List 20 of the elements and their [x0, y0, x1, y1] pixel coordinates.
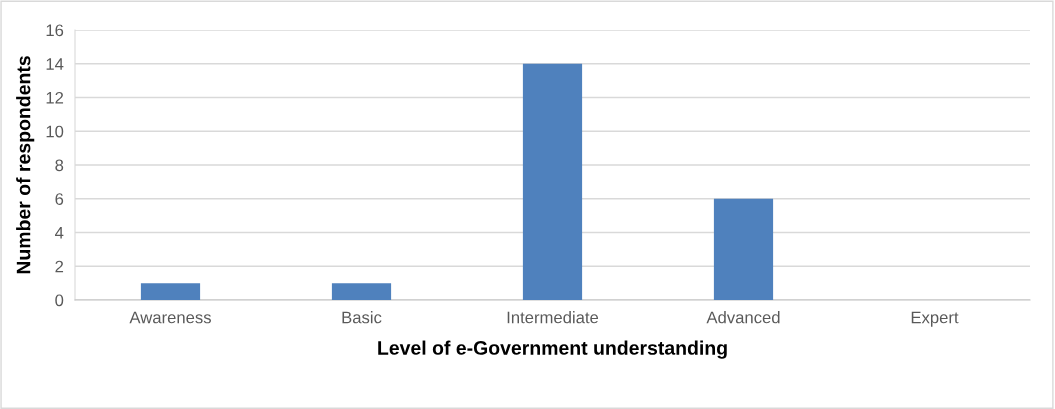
y-tick-label: 4: [55, 227, 64, 239]
bar: [140, 283, 201, 300]
y-tick-label: 16: [46, 24, 64, 37]
y-tick-label: 6: [55, 193, 64, 205]
x-tick-label: Basic: [342, 311, 382, 324]
y-tick-label: 0: [55, 294, 64, 307]
x-tick-label: Intermediate: [507, 311, 599, 324]
bar: [522, 63, 583, 300]
x-axis-title: Level of e-Government understanding: [378, 340, 727, 359]
y-tick-label: 12: [46, 91, 64, 104]
y-tick-label: 14: [46, 58, 64, 70]
y-axis-title: Number of respondents: [16, 56, 35, 274]
y-tick-label: 2: [55, 260, 64, 273]
x-tick-label: Awareness: [129, 311, 211, 324]
y-tick-label: 10: [46, 125, 64, 138]
x-tick-label: Advanced: [706, 311, 780, 324]
y-tick-label: 8: [55, 159, 64, 172]
bar: [713, 198, 774, 300]
bar: [331, 283, 392, 300]
x-tick-label: Expert: [911, 311, 959, 327]
